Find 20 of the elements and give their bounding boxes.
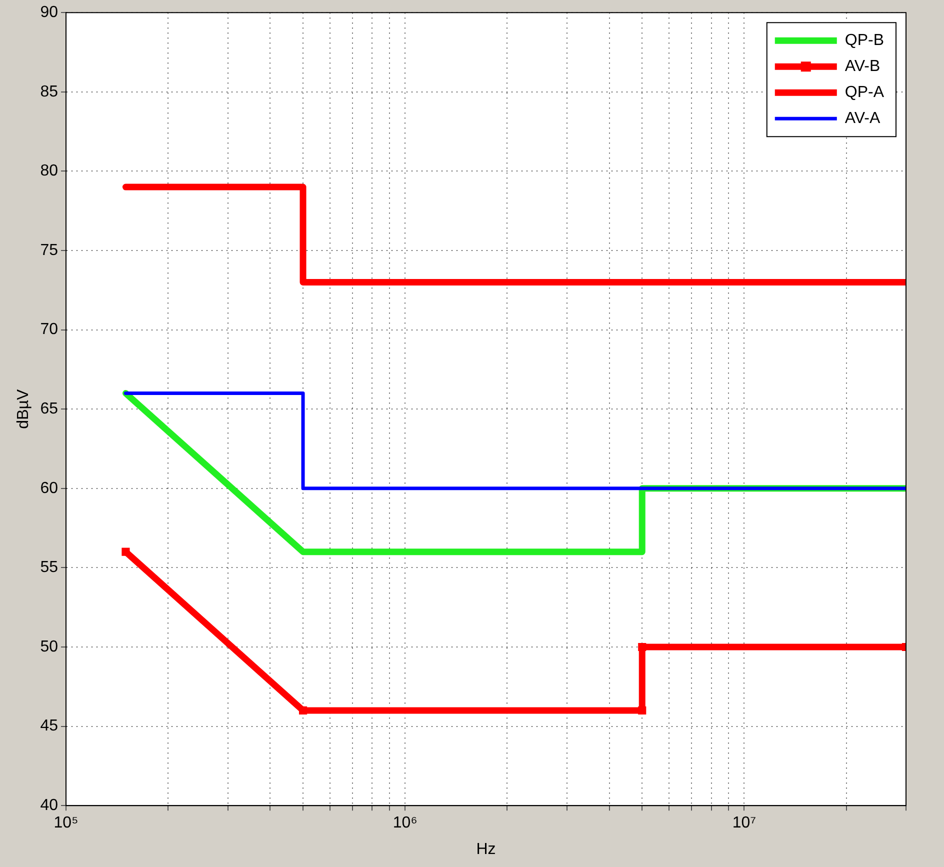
y-tick-label: 60 (40, 480, 58, 497)
y-tick-label: 50 (40, 638, 58, 656)
legend-label: QP-B (844, 32, 884, 50)
y-tick-label: 85 (40, 83, 58, 100)
x-tick-label: 10⁵ (54, 814, 78, 832)
y-tick-label: 80 (40, 162, 58, 180)
y-tick-label: 55 (40, 559, 58, 576)
y-tick-label: 70 (40, 321, 58, 338)
x-tick-label: 10⁷ (732, 814, 756, 832)
legend-label: AV-A (844, 110, 880, 128)
y-tick-label: 90 (40, 4, 58, 22)
legend-label: AV-B (844, 58, 880, 76)
y-tick-label: 45 (40, 718, 58, 735)
y-tick-label: 65 (40, 400, 58, 418)
y-tick-label: 40 (40, 797, 58, 814)
x-tick-label: 10⁶ (392, 814, 418, 832)
y-axis-title: dBµV (15, 389, 32, 429)
x-axis-title: Hz (476, 840, 496, 858)
legend-label: QP-A (844, 84, 884, 102)
y-tick-label: 75 (40, 242, 58, 259)
